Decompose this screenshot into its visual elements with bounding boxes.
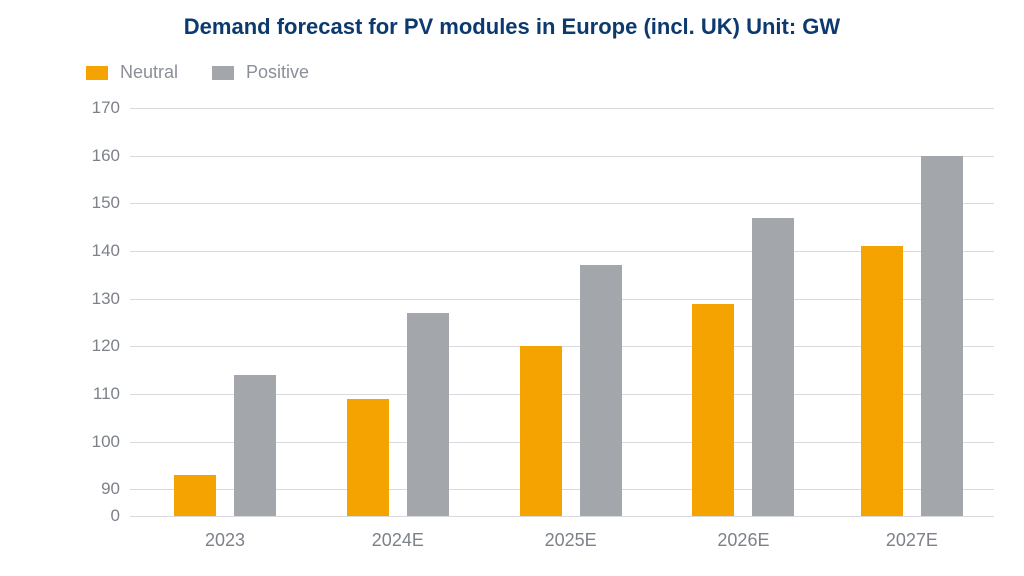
y-tick-label: 100 xyxy=(72,432,120,452)
x-tick-label: 2025E xyxy=(545,530,597,551)
chart-title: Demand forecast for PV modules in Europe… xyxy=(0,14,1024,40)
bar-neutral xyxy=(347,399,389,516)
x-tick-label: 2024E xyxy=(372,530,424,551)
y-tick-label: 0 xyxy=(72,506,120,526)
legend-swatch xyxy=(212,66,234,80)
bar-neutral xyxy=(692,304,734,516)
y-tick-label: 140 xyxy=(72,241,120,261)
bar-neutral xyxy=(861,246,903,516)
gridline xyxy=(130,108,994,109)
bar-positive xyxy=(752,218,794,516)
bar-positive xyxy=(921,156,963,516)
bar-neutral xyxy=(520,346,562,516)
x-tick-label: 2027E xyxy=(886,530,938,551)
y-tick-label: 170 xyxy=(72,98,120,118)
legend-label: Neutral xyxy=(120,62,178,83)
pv-demand-chart: Demand forecast for PV modules in Europe… xyxy=(0,0,1024,576)
legend-item-neutral: Neutral xyxy=(86,62,178,83)
x-tick-label: 2023 xyxy=(205,530,245,551)
legend-item-positive: Positive xyxy=(212,62,309,83)
bar-neutral xyxy=(174,475,216,516)
x-tick-label: 2026E xyxy=(717,530,769,551)
y-tick-label: 110 xyxy=(72,384,120,404)
legend-label: Positive xyxy=(246,62,309,83)
y-tick-label: 130 xyxy=(72,289,120,309)
legend: Neutral Positive xyxy=(86,62,309,83)
y-tick-label: 120 xyxy=(72,336,120,356)
gridline xyxy=(130,156,994,157)
y-tick-label: 90 xyxy=(72,479,120,499)
bar-positive xyxy=(234,375,276,516)
plot-area xyxy=(130,108,994,516)
legend-swatch xyxy=(86,66,108,80)
bar-positive xyxy=(580,265,622,516)
y-tick-label: 150 xyxy=(72,193,120,213)
y-tick-label: 160 xyxy=(72,146,120,166)
gridline xyxy=(130,203,994,204)
gridline xyxy=(130,516,994,517)
bar-positive xyxy=(407,313,449,516)
